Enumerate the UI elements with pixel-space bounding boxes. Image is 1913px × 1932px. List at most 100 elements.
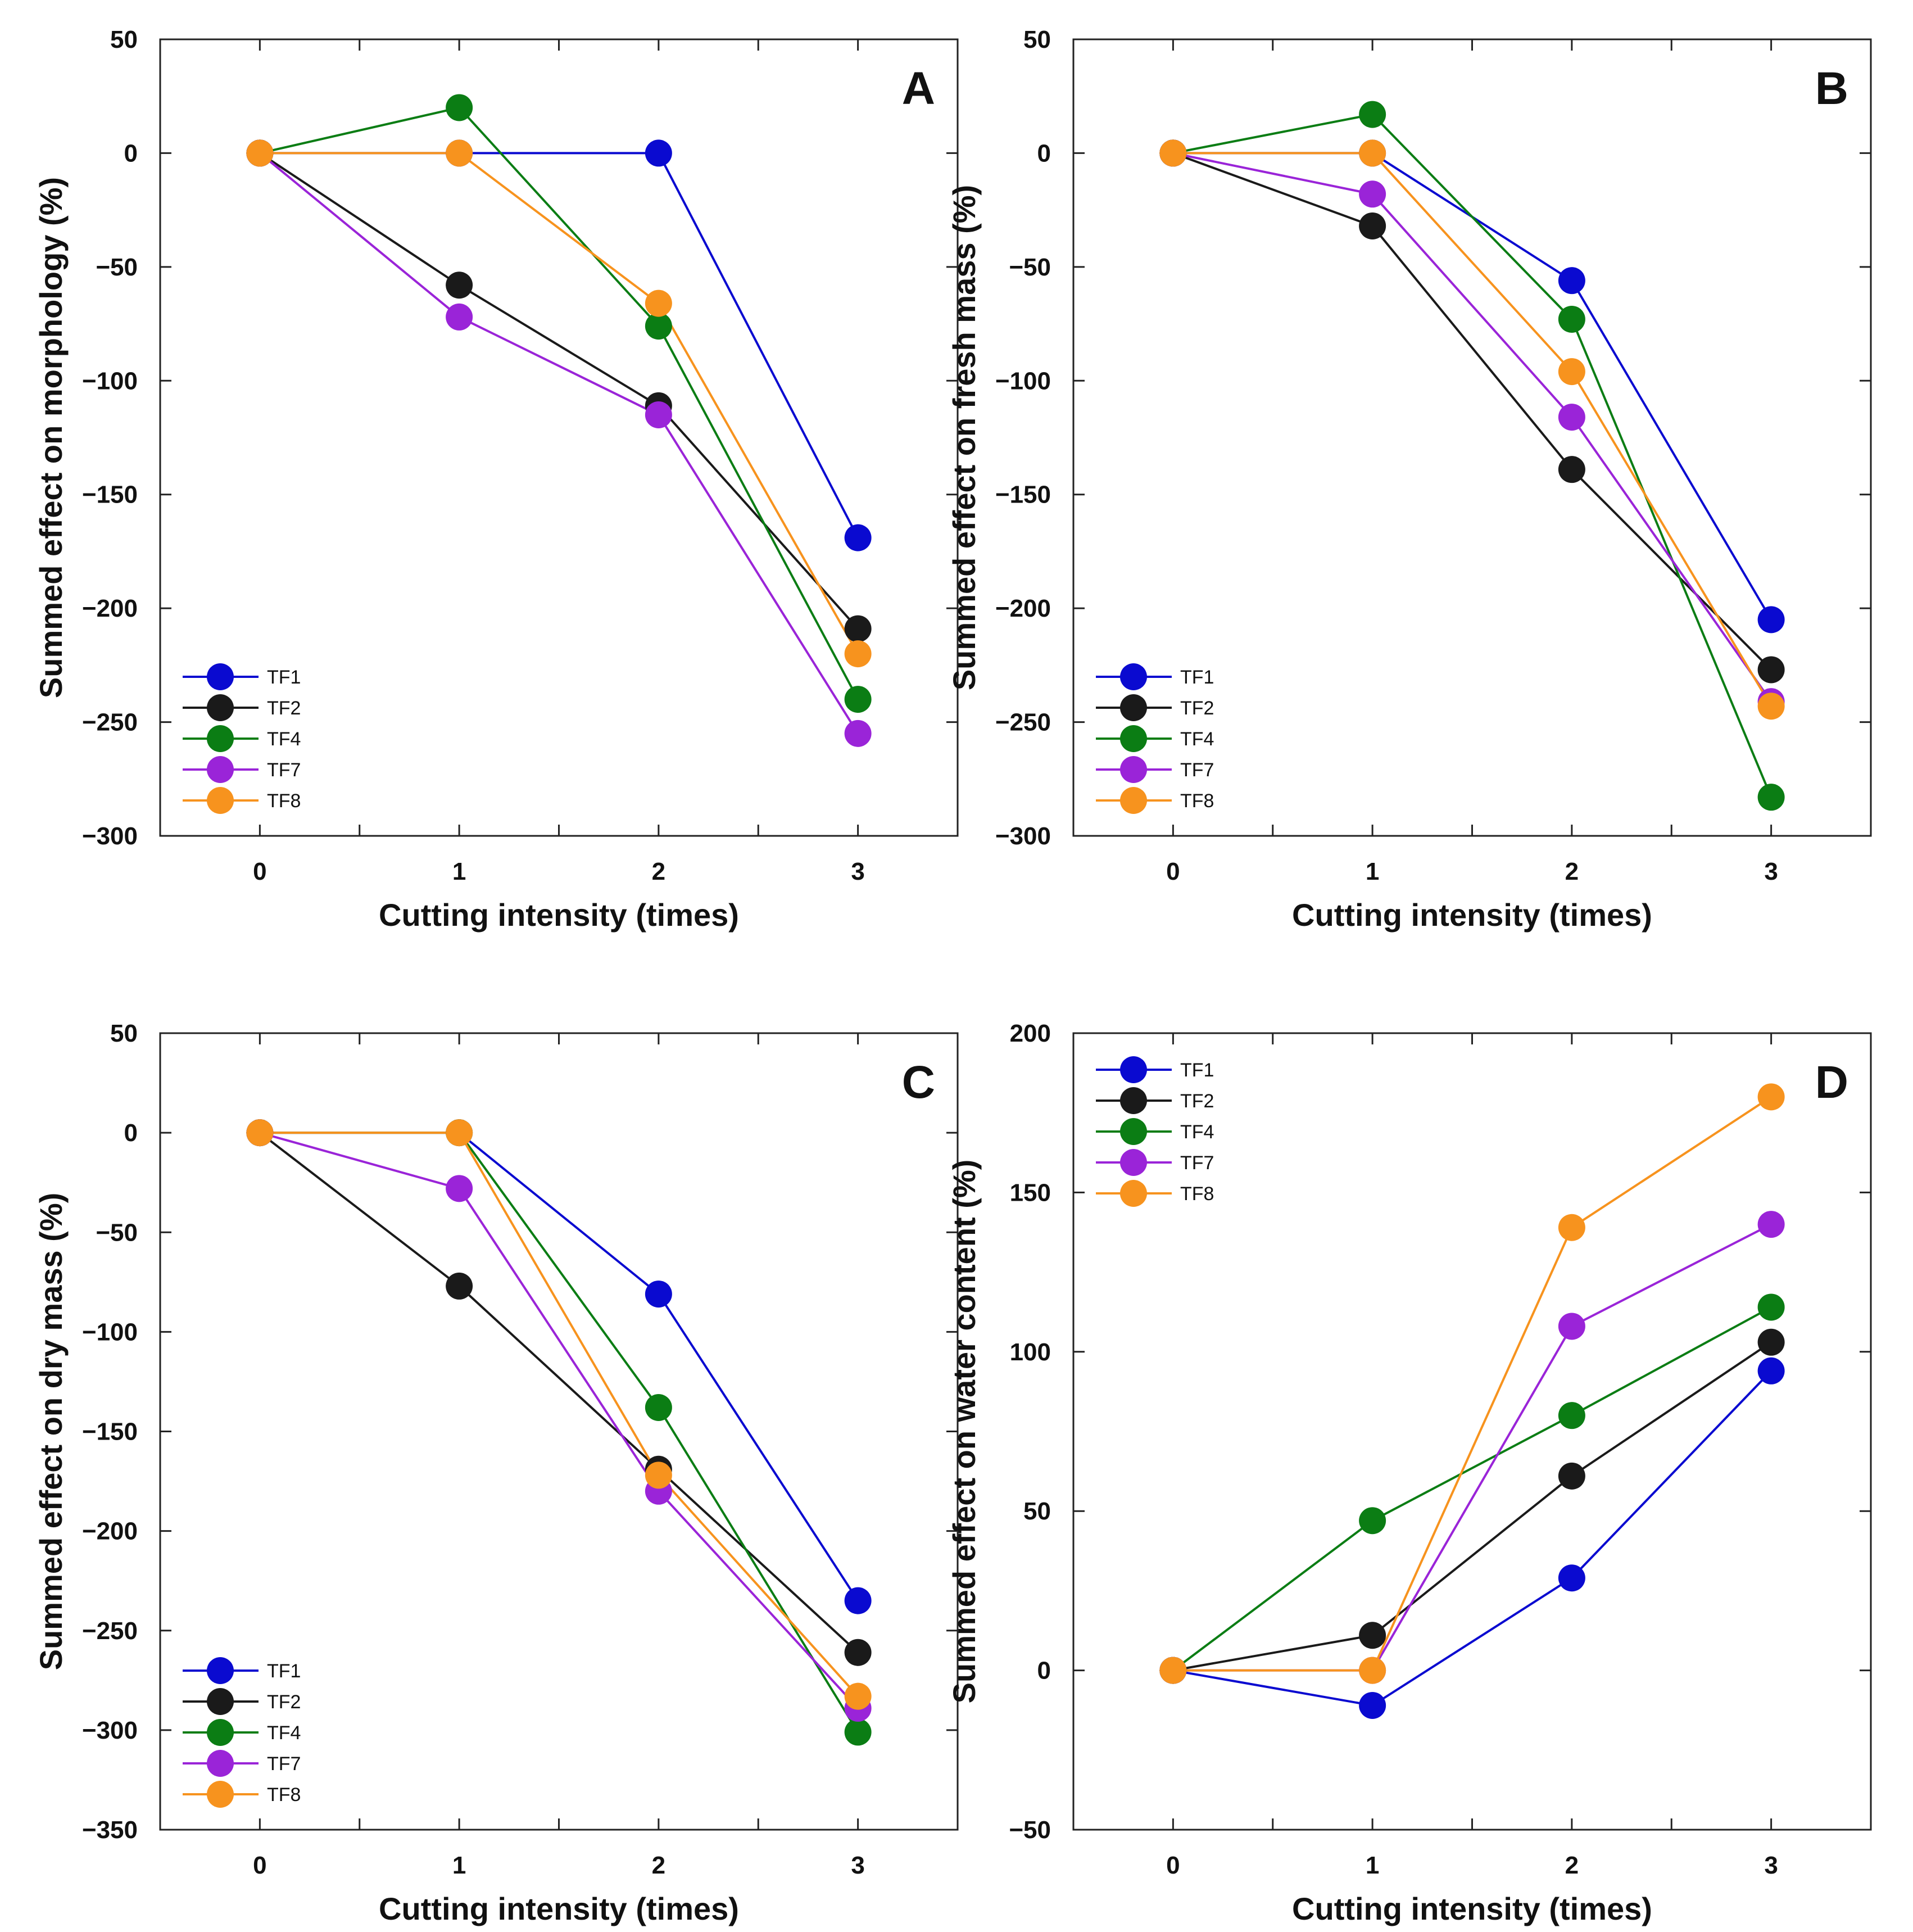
y-tick-label: −200 bbox=[82, 595, 138, 622]
data-point-TF7 bbox=[1359, 180, 1386, 208]
data-point-TF1 bbox=[645, 1281, 672, 1308]
x-tick-label: 2 bbox=[1565, 1852, 1579, 1879]
x-axis-title: Cutting intensity (times) bbox=[1292, 897, 1652, 933]
data-point-TF8 bbox=[645, 1462, 672, 1489]
data-point-TF8 bbox=[1159, 1657, 1187, 1684]
y-tick-label: 0 bbox=[124, 1119, 138, 1147]
x-tick-label: 3 bbox=[1764, 858, 1778, 885]
panel-letter: A bbox=[902, 63, 935, 114]
data-point-TF4 bbox=[844, 1718, 872, 1746]
data-point-TF4 bbox=[1359, 1507, 1386, 1535]
data-point-TF2 bbox=[1757, 1328, 1785, 1356]
y-tick-label: 0 bbox=[124, 139, 138, 167]
legend-marker-TF4 bbox=[207, 1719, 234, 1746]
data-point-TF4 bbox=[1558, 305, 1585, 333]
series-line-TF2 bbox=[259, 1132, 859, 1654]
legend-label: TF1 bbox=[1180, 667, 1214, 688]
data-point-TF1 bbox=[1757, 606, 1785, 634]
data-point-TF4 bbox=[645, 1393, 672, 1421]
data-point-TF8 bbox=[1558, 358, 1585, 386]
y-tick-label: 150 bbox=[1010, 1179, 1051, 1206]
data-point-TF7 bbox=[1558, 404, 1585, 431]
data-point-TF7 bbox=[1757, 1211, 1785, 1238]
legend-marker-TF7 bbox=[207, 756, 234, 783]
legend-marker-TF1 bbox=[1120, 1056, 1147, 1083]
y-tick-label: −50 bbox=[1009, 254, 1051, 281]
legend-marker-TF8 bbox=[207, 1781, 234, 1808]
legend-marker-TF4 bbox=[207, 725, 234, 752]
x-axis-title: Cutting intensity (times) bbox=[379, 1891, 739, 1926]
series-line-TF4 bbox=[259, 106, 859, 700]
x-axis-title: Cutting intensity (times) bbox=[1292, 1891, 1652, 1926]
y-tick-label: −100 bbox=[995, 367, 1051, 395]
series-line-TF4 bbox=[1172, 113, 1773, 798]
y-tick-label: −250 bbox=[995, 709, 1051, 736]
data-point-TF2 bbox=[1757, 656, 1785, 684]
data-point-TF7 bbox=[446, 303, 473, 331]
legend-marker-TF7 bbox=[1120, 1149, 1147, 1176]
y-axis-title: Summed effect on fresh mass (%) bbox=[946, 185, 982, 690]
x-tick-label: 2 bbox=[1565, 858, 1579, 885]
y-tick-label: 50 bbox=[110, 26, 138, 53]
x-tick-label: 1 bbox=[1366, 858, 1379, 885]
data-point-TF8 bbox=[246, 1119, 274, 1147]
series-line-TF8 bbox=[260, 1132, 859, 1697]
x-tick-label: 0 bbox=[253, 858, 266, 885]
legend-label: TF1 bbox=[267, 667, 301, 688]
x-tick-label: 1 bbox=[452, 858, 466, 885]
y-axis-title: Summed effect on dry mass (%) bbox=[33, 1193, 69, 1671]
legend-label: TF1 bbox=[1180, 1060, 1214, 1081]
x-tick-label: 2 bbox=[652, 1852, 665, 1879]
data-point-TF1 bbox=[645, 139, 672, 167]
x-tick-label: 1 bbox=[452, 1852, 466, 1879]
panel-letter: D bbox=[1815, 1057, 1848, 1108]
legend-marker-TF4 bbox=[1120, 725, 1147, 752]
y-tick-label: −50 bbox=[96, 254, 138, 281]
legend-label: TF4 bbox=[1180, 1121, 1214, 1143]
x-tick-label: 0 bbox=[1166, 858, 1180, 885]
data-point-TF4 bbox=[446, 94, 473, 121]
legend-marker-TF7 bbox=[1120, 756, 1147, 783]
legend-marker-TF8 bbox=[1120, 787, 1147, 814]
x-tick-label: 2 bbox=[652, 858, 665, 885]
legend-marker-TF7 bbox=[207, 1750, 234, 1777]
y-tick-label: −100 bbox=[82, 1318, 138, 1346]
series-line-TF8 bbox=[260, 152, 859, 655]
data-point-TF8 bbox=[1159, 139, 1187, 167]
data-point-TF8 bbox=[1757, 1083, 1785, 1111]
y-tick-label: −50 bbox=[1009, 1816, 1051, 1844]
x-tick-label: 0 bbox=[1166, 1852, 1180, 1879]
data-point-TF8 bbox=[1558, 1214, 1585, 1241]
x-tick-label: 3 bbox=[1764, 1852, 1778, 1879]
y-tick-label: −300 bbox=[995, 822, 1051, 850]
series-line-TF4 bbox=[1172, 1306, 1772, 1672]
data-point-TF4 bbox=[1558, 1402, 1585, 1429]
legend-label: TF7 bbox=[1180, 759, 1214, 781]
data-point-TF1 bbox=[1558, 267, 1585, 295]
x-tick-label: 1 bbox=[1366, 1852, 1379, 1879]
data-point-TF8 bbox=[844, 1682, 872, 1710]
y-tick-label: −150 bbox=[82, 481, 138, 509]
legend-marker-TF2 bbox=[1120, 1087, 1147, 1114]
data-point-TF1 bbox=[1757, 1357, 1785, 1384]
series-line-TF2 bbox=[1172, 152, 1773, 671]
data-point-TF4 bbox=[645, 313, 672, 340]
y-tick-label: −200 bbox=[82, 1518, 138, 1545]
y-tick-label: −300 bbox=[82, 1717, 138, 1744]
x-axis-title: Cutting intensity (times) bbox=[379, 897, 739, 933]
series-line-TF8 bbox=[1173, 152, 1773, 707]
series-line-TF7 bbox=[1172, 152, 1773, 703]
y-tick-label: −50 bbox=[96, 1219, 138, 1246]
y-tick-label: 50 bbox=[110, 1020, 138, 1047]
series-line-TF4 bbox=[260, 1132, 859, 1733]
data-point-TF1 bbox=[1558, 1564, 1585, 1592]
data-point-TF8 bbox=[446, 139, 473, 167]
y-tick-label: −200 bbox=[995, 595, 1051, 622]
legend-label: TF8 bbox=[1180, 1183, 1214, 1205]
data-point-TF8 bbox=[246, 139, 274, 167]
y-axis-title: Summed effect on morphology (%) bbox=[33, 177, 69, 698]
y-tick-label: −350 bbox=[82, 1816, 138, 1844]
data-point-TF2 bbox=[1558, 456, 1585, 483]
y-tick-label: 50 bbox=[1023, 1497, 1051, 1525]
